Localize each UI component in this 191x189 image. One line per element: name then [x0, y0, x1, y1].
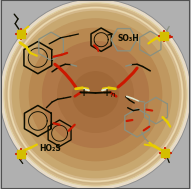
Circle shape — [29, 28, 162, 161]
Circle shape — [43, 42, 148, 147]
Text: SO₃H: SO₃H — [117, 34, 139, 43]
Circle shape — [5, 4, 186, 185]
Circle shape — [58, 57, 133, 132]
Text: n: n — [111, 92, 115, 98]
Circle shape — [20, 19, 171, 170]
Text: +: + — [80, 88, 88, 98]
Text: +: + — [103, 88, 111, 98]
Text: HO₂S: HO₂S — [40, 144, 62, 153]
Circle shape — [73, 72, 118, 117]
Circle shape — [12, 11, 179, 178]
